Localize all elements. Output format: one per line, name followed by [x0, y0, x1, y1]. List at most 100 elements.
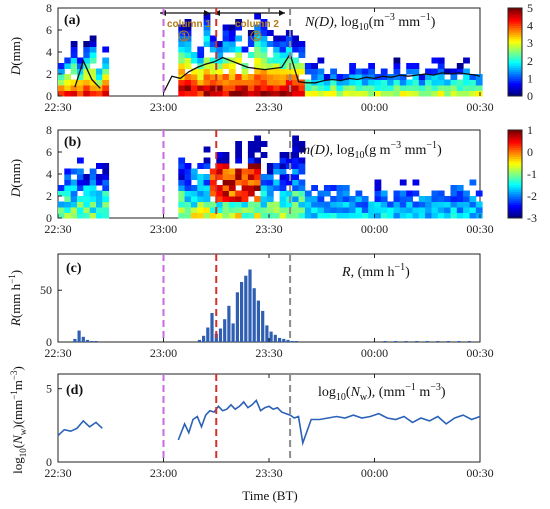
heatmap-cell [456, 63, 464, 69]
colorbar-segment [508, 87, 522, 90]
heatmap-cell [209, 63, 217, 69]
heatmap-cell [317, 57, 325, 64]
heatmap-cell [342, 185, 350, 191]
rain-rate-bar [223, 319, 227, 342]
heatmap-cell [190, 174, 198, 180]
heatmap-cell [273, 79, 280, 86]
heatmap-cell [96, 190, 103, 197]
column-1-number: 1 [182, 32, 188, 43]
heatmap-cell [279, 190, 287, 197]
heatmap-cell [235, 74, 242, 80]
heatmap-cell [197, 74, 205, 80]
heatmap-cell [254, 146, 261, 153]
heatmap-cell [292, 141, 299, 147]
heatmap-cell [418, 196, 426, 202]
heatmap-cell [209, 168, 217, 175]
heatmap-cell [323, 190, 331, 197]
heatmap-cell [431, 79, 439, 86]
colorbar-segment [508, 202, 522, 206]
rain-rate-bar [81, 336, 85, 342]
heatmap-cell [260, 63, 268, 69]
colorbar-segment [508, 178, 522, 181]
heatmap-cell [96, 207, 103, 213]
colorbar-segment [508, 47, 522, 51]
heatmap-cell [216, 190, 224, 197]
heatmap-cell [222, 163, 230, 169]
heatmap-cell [330, 74, 337, 80]
heatmap-cell [58, 74, 65, 80]
heatmap-cell [247, 207, 255, 213]
heatmap-cell [463, 190, 470, 197]
heatmap-cell [361, 207, 369, 213]
heatmap-cell [437, 79, 445, 86]
heatmap-cell [178, 168, 186, 175]
heatmap-cell [342, 79, 350, 86]
heatmap-cell [89, 46, 97, 53]
heatmap-cell [266, 57, 274, 64]
heatmap-cell [317, 207, 325, 213]
heatmap-cell [298, 146, 306, 153]
x-tick-label: 22:30 [44, 346, 71, 360]
heatmap-cell [216, 68, 224, 75]
heatmap-cell [463, 57, 470, 64]
heatmap-cell [279, 52, 287, 58]
heatmap-cell [216, 174, 224, 180]
heatmap-cell [425, 90, 432, 97]
heatmap-cell [254, 46, 261, 53]
heatmap-cell [279, 185, 287, 191]
rain-rate-bar [446, 341, 450, 342]
heatmap-cell [77, 90, 84, 97]
heatmap-cell [83, 46, 91, 53]
heatmap-cell [209, 207, 217, 213]
heatmap-cell [330, 207, 337, 213]
heatmap-cell [380, 68, 388, 75]
heatmap-cell [184, 74, 192, 80]
heatmap-cell [323, 90, 331, 97]
heatmap-cell [437, 57, 445, 64]
heatmap-cell [298, 168, 306, 175]
heatmap-cell [387, 85, 394, 91]
heatmap-cell [203, 79, 211, 86]
heatmap-cell [190, 168, 198, 175]
colorbar-segment [508, 156, 522, 159]
heatmap-cell [374, 179, 382, 186]
heatmap-cell [450, 74, 458, 80]
heatmap-cell [317, 68, 325, 75]
heatmap-cell [311, 207, 318, 213]
rain-rate-bar [235, 292, 239, 342]
heatmap-cell [469, 85, 477, 91]
heatmap-cell [273, 212, 280, 219]
heatmap-cell [197, 179, 205, 186]
heatmap-cell [216, 196, 224, 202]
heatmap-cell [197, 79, 205, 86]
heatmap-cell [70, 207, 78, 213]
heatmap-cell [336, 90, 344, 97]
heatmap-cell [235, 24, 242, 31]
heatmap-cell [399, 90, 407, 97]
heatmap-cell [260, 24, 268, 31]
heatmap-cell [260, 212, 268, 219]
x-tick-label: 00:30 [466, 100, 493, 114]
heatmap-cell [374, 207, 382, 213]
heatmap-cell [58, 207, 65, 213]
heatmap-cell [102, 63, 110, 69]
heatmap-cell [311, 63, 318, 69]
heatmap-cell [184, 90, 192, 97]
colorbar-segment [508, 67, 522, 70]
heatmap-cell [266, 79, 274, 86]
heatmap-cell [368, 79, 375, 86]
heatmap-cell [260, 196, 268, 202]
heatmap-cell [89, 185, 97, 191]
heatmap-cell [89, 41, 97, 47]
colorbar-segment [508, 19, 522, 22]
panel-b-ticks: 22:30 23:00 23:30 00:00 00:30 0 2 4 6 8 [44, 123, 493, 236]
heatmap-cell [406, 196, 413, 202]
colorbar-segment [508, 34, 522, 37]
heatmap-cell [475, 85, 483, 91]
heatmap-cell [279, 174, 287, 180]
heatmap-cell [178, 24, 186, 31]
heatmap-cell [292, 168, 299, 175]
heatmap-cell [311, 201, 318, 208]
heatmap-cell [368, 68, 375, 75]
heatmap-cell [456, 185, 464, 191]
